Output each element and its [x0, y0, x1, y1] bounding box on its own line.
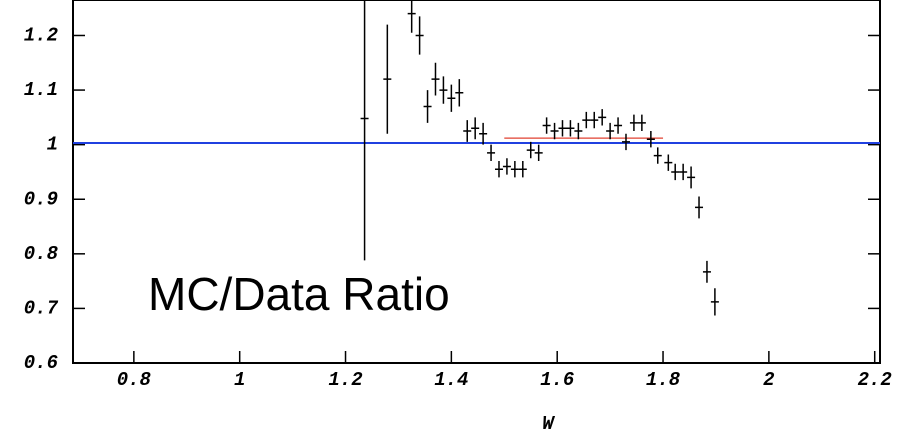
y-tick-label: 1.2 [24, 24, 58, 46]
data-point [629, 114, 638, 132]
data-point [653, 147, 662, 164]
data-point [664, 154, 673, 171]
y-tick-label: 0.8 [24, 243, 58, 265]
y-tick-label: 1 [47, 134, 58, 156]
y-tick-label: 0.9 [24, 188, 58, 210]
data-point [582, 111, 591, 129]
y-tick-label: 0.7 [24, 297, 59, 319]
plot-area [73, 0, 880, 316]
x-tick-label: 1 [234, 369, 245, 391]
plot-frame [72, 0, 881, 364]
data-point [614, 117, 623, 134]
x-tick-label: 1.8 [646, 369, 680, 391]
data-point [702, 260, 711, 283]
data-point [415, 16, 424, 55]
y-tick-label: 0.6 [24, 352, 58, 374]
data-point [566, 120, 575, 137]
data-point [471, 117, 480, 140]
data-point [510, 161, 519, 178]
data-point [431, 62, 440, 96]
data-point [447, 84, 456, 112]
y-tick-label: 1.1 [24, 79, 58, 101]
x-tick-label: 1.4 [434, 369, 468, 391]
data-point [637, 114, 646, 132]
data-point [463, 120, 472, 142]
data-point [695, 196, 704, 219]
data-point [574, 122, 583, 140]
data-point [621, 133, 630, 151]
x-tick-label: 0.8 [117, 369, 151, 391]
data-point [710, 288, 719, 316]
data-point [439, 76, 448, 104]
x-tick-label: 2 [763, 369, 774, 391]
data-point [455, 79, 464, 107]
data-point [423, 90, 432, 123]
data-point [487, 144, 496, 162]
data-point [550, 122, 559, 140]
data-point [383, 24, 392, 134]
data-point [558, 120, 567, 137]
data-point [542, 117, 551, 134]
data-point [606, 122, 615, 140]
data-point [534, 144, 543, 162]
data-point [671, 163, 680, 181]
data-point [598, 109, 607, 126]
data-point [590, 111, 599, 129]
annotation: MC/Data Ratio [148, 268, 450, 320]
data-point [407, 0, 416, 33]
x-tick-label: 1.6 [540, 369, 574, 391]
data-point [687, 166, 696, 189]
data-point [679, 163, 688, 181]
x-tick-label: 2.2 [858, 369, 892, 391]
x-tick-label: 1.2 [328, 369, 362, 391]
x-axis-label: W [542, 413, 555, 435]
data-point [479, 122, 488, 145]
data-point [502, 158, 511, 175]
data-point [646, 131, 655, 148]
data-point [526, 141, 535, 159]
data-point [360, 0, 369, 261]
data-point [494, 161, 503, 178]
data-point [518, 161, 527, 178]
